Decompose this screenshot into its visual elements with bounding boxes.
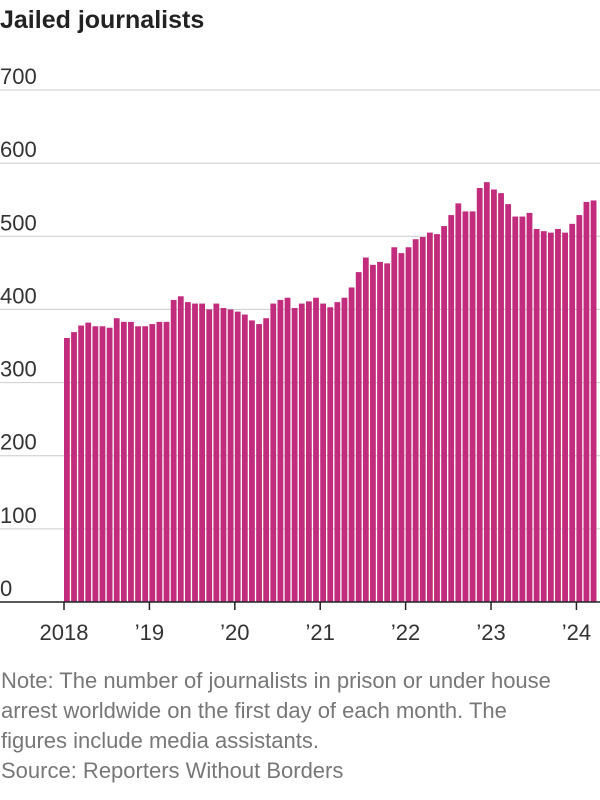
bar (163, 321, 170, 602)
bar (142, 326, 149, 602)
bar (284, 297, 291, 602)
bar (384, 263, 391, 602)
y-tick-label: 700 (0, 64, 37, 89)
bar (85, 322, 92, 602)
bar (241, 314, 248, 602)
bar (562, 232, 568, 602)
bar (526, 212, 533, 602)
bar (547, 232, 554, 602)
bar (419, 237, 426, 602)
bar (533, 228, 540, 602)
bar (170, 299, 177, 602)
bar (498, 193, 504, 603)
x-tick-label: ’20 (220, 620, 249, 645)
x-tick-label: ’24 (562, 620, 591, 645)
bar (362, 257, 369, 602)
bar (71, 332, 77, 602)
bar (491, 189, 497, 602)
bar (391, 247, 398, 602)
bar (334, 302, 341, 602)
bar (569, 223, 576, 602)
bar (426, 232, 433, 602)
bar (576, 215, 583, 602)
bar (120, 321, 127, 602)
bar (441, 226, 448, 602)
notes: Note: The number of journalists in priso… (1, 666, 561, 786)
x-tick-label: ’21 (306, 620, 335, 645)
bar (555, 228, 561, 602)
bar (505, 204, 512, 603)
bar (469, 211, 476, 602)
bar (78, 325, 85, 602)
bar (135, 326, 141, 602)
bar (149, 324, 156, 602)
bar (540, 231, 547, 602)
y-tick-label: 300 (0, 357, 37, 382)
bar (184, 302, 191, 602)
bar (370, 264, 376, 602)
bar (512, 216, 519, 602)
bar (234, 311, 241, 602)
bar (256, 324, 262, 602)
bar (156, 321, 163, 602)
bar (377, 261, 383, 602)
bar (412, 239, 419, 602)
bar (99, 326, 106, 602)
bar (305, 301, 312, 602)
bar (277, 299, 284, 602)
bar (206, 309, 213, 602)
note: Note: The number of journalists in priso… (1, 668, 551, 753)
chart: Jailed journalists 0 100 200 300 400 500 600 70… (0, 6, 600, 645)
bar (462, 211, 469, 602)
bar (483, 182, 490, 602)
y-tick-label: 200 (0, 430, 37, 455)
bar (220, 307, 227, 602)
bar (313, 297, 319, 602)
bar (113, 318, 120, 602)
x-tick-label: ’23 (476, 620, 505, 645)
bar (455, 203, 462, 602)
bar (291, 307, 298, 602)
bar (398, 253, 405, 602)
bar (583, 201, 590, 602)
bar (405, 247, 412, 602)
bar (106, 327, 113, 602)
y-tick-label: 600 (0, 137, 37, 162)
bar (448, 215, 455, 602)
y-tick-label: 500 (0, 210, 37, 235)
bar (590, 200, 597, 602)
bar (263, 318, 270, 602)
bar (355, 272, 362, 602)
bar (320, 303, 327, 602)
x-tick-label: 2018 (40, 620, 89, 645)
bar (327, 307, 334, 602)
bar (128, 321, 134, 602)
y-tick-label: 0 (0, 576, 12, 601)
bar (270, 303, 277, 602)
x-tick-label: ’19 (135, 620, 164, 645)
bar (213, 303, 220, 602)
x-tick-label: ’22 (391, 620, 420, 645)
bar (476, 188, 483, 603)
bar (192, 303, 198, 602)
bar (64, 337, 70, 602)
y-tick-label: 100 (0, 503, 37, 528)
bar (92, 326, 99, 602)
bar (519, 216, 526, 602)
chart-title: Jailed journalists (0, 6, 204, 34)
bar (298, 303, 305, 602)
source: Source: Reporters Without Borders (1, 758, 344, 783)
bar (434, 234, 440, 602)
bar (177, 296, 184, 602)
bar (199, 303, 206, 602)
bar (249, 320, 255, 602)
y-tick-label: 400 (0, 283, 37, 308)
bar (341, 297, 348, 602)
bar (348, 287, 355, 602)
bar (227, 309, 234, 602)
